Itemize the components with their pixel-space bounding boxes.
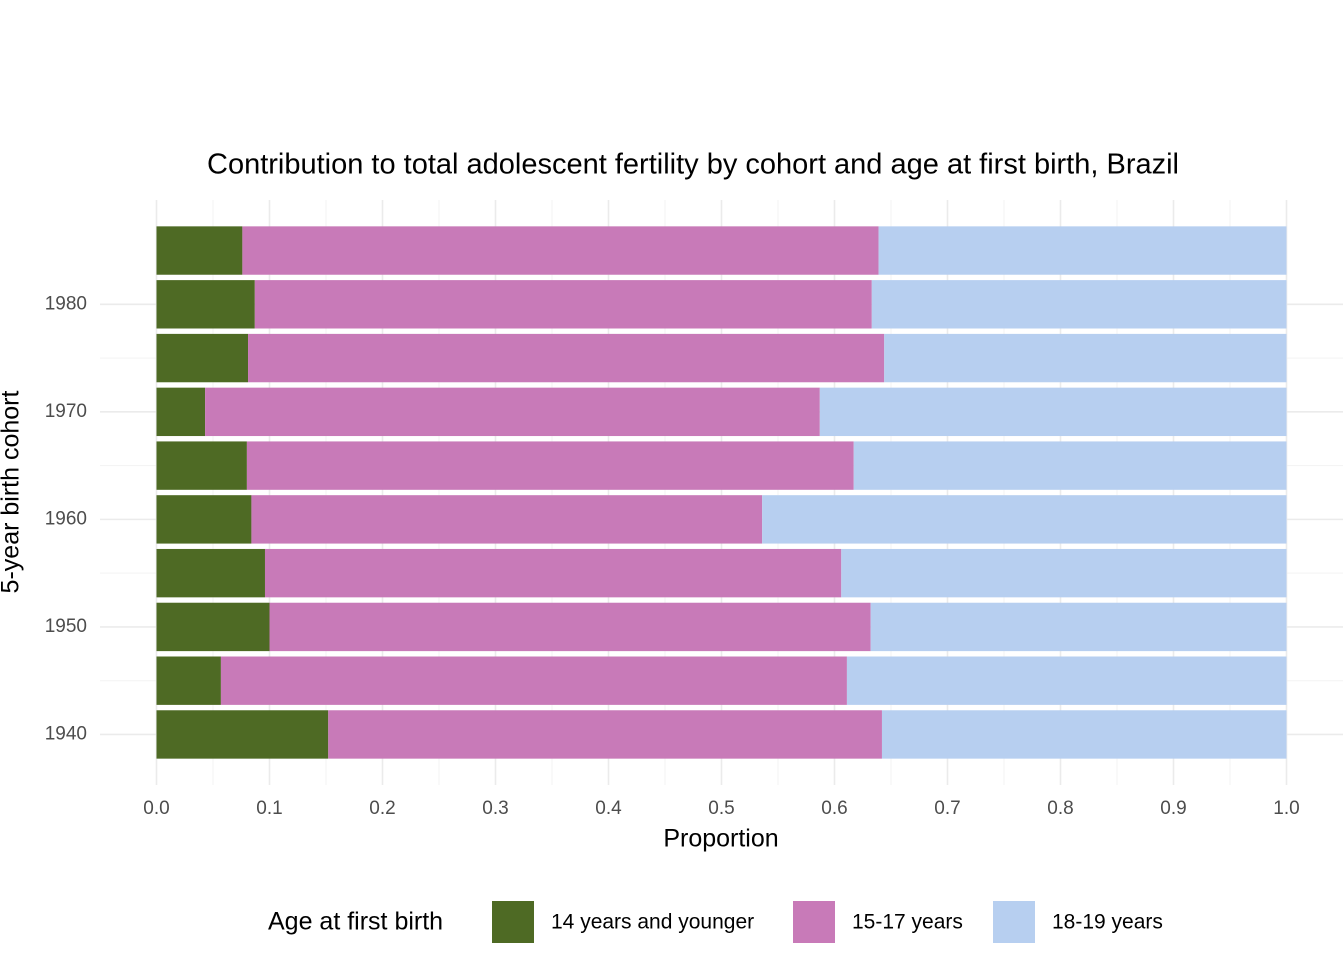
x-tick-label: 0.7 [934,798,960,819]
bar-segment [881,710,1287,759]
bar-segment [251,495,763,544]
x-tick-label: 0.2 [369,798,395,819]
bar-segment [156,441,247,490]
bar-segment [156,280,255,329]
legend-key [492,901,534,943]
x-axis-title: Proportion [663,825,778,853]
bar-segment [156,387,206,437]
bar-segment [156,602,270,652]
bar-segment [156,548,265,598]
legend-label: 14 years and younger [551,911,754,934]
bar-segment [205,387,820,437]
x-tick-label: 0.0 [143,798,169,819]
bar-segment [156,656,221,705]
bar-segment [884,333,1287,383]
y-tick-label: 1980 [45,293,87,314]
bar-segment [220,656,847,705]
legend-title: Age at first birth [268,908,443,936]
x-tick-label: 0.9 [1160,798,1186,819]
legend-label: 18-19 years [1052,911,1163,934]
y-axis-title: 5-year birth cohort [0,391,25,594]
chart-title: Contribution to total adolescent fertili… [207,149,1179,181]
bar-segment [846,656,1287,705]
bar-segment [248,333,885,383]
bar-segment [853,441,1287,490]
bar-segment [254,280,872,329]
bar-segment [264,548,842,598]
bar-segment [878,226,1287,275]
bar-segment [328,710,882,759]
legend-key [993,901,1035,943]
y-tick-label: 1960 [45,508,87,529]
legend-key [793,901,835,943]
bar-segment [762,495,1287,544]
legend-label: 15-17 years [852,911,963,934]
bar-segment [871,280,1287,329]
x-tick-label: 1.0 [1273,798,1299,819]
bar-segment [156,226,243,275]
bar-segment [269,602,871,652]
y-tick-label: 1950 [45,616,87,637]
bar-segment [246,441,854,490]
bar-segment [156,333,249,383]
x-tick-label: 0.1 [256,798,282,819]
bar-segment [841,548,1287,598]
y-tick-label: 1940 [45,723,87,744]
x-tick-label: 0.3 [482,798,508,819]
bar-segment [819,387,1287,437]
x-tick-label: 0.4 [595,798,622,819]
y-tick-label: 1970 [45,401,87,422]
x-tick-label: 0.6 [821,798,847,819]
bar-segment [870,602,1287,652]
bar-segment [156,495,252,544]
bar-segment [156,710,329,759]
x-tick-label: 0.5 [708,798,734,819]
x-tick-label: 0.8 [1047,798,1073,819]
bar-segment [242,226,879,275]
